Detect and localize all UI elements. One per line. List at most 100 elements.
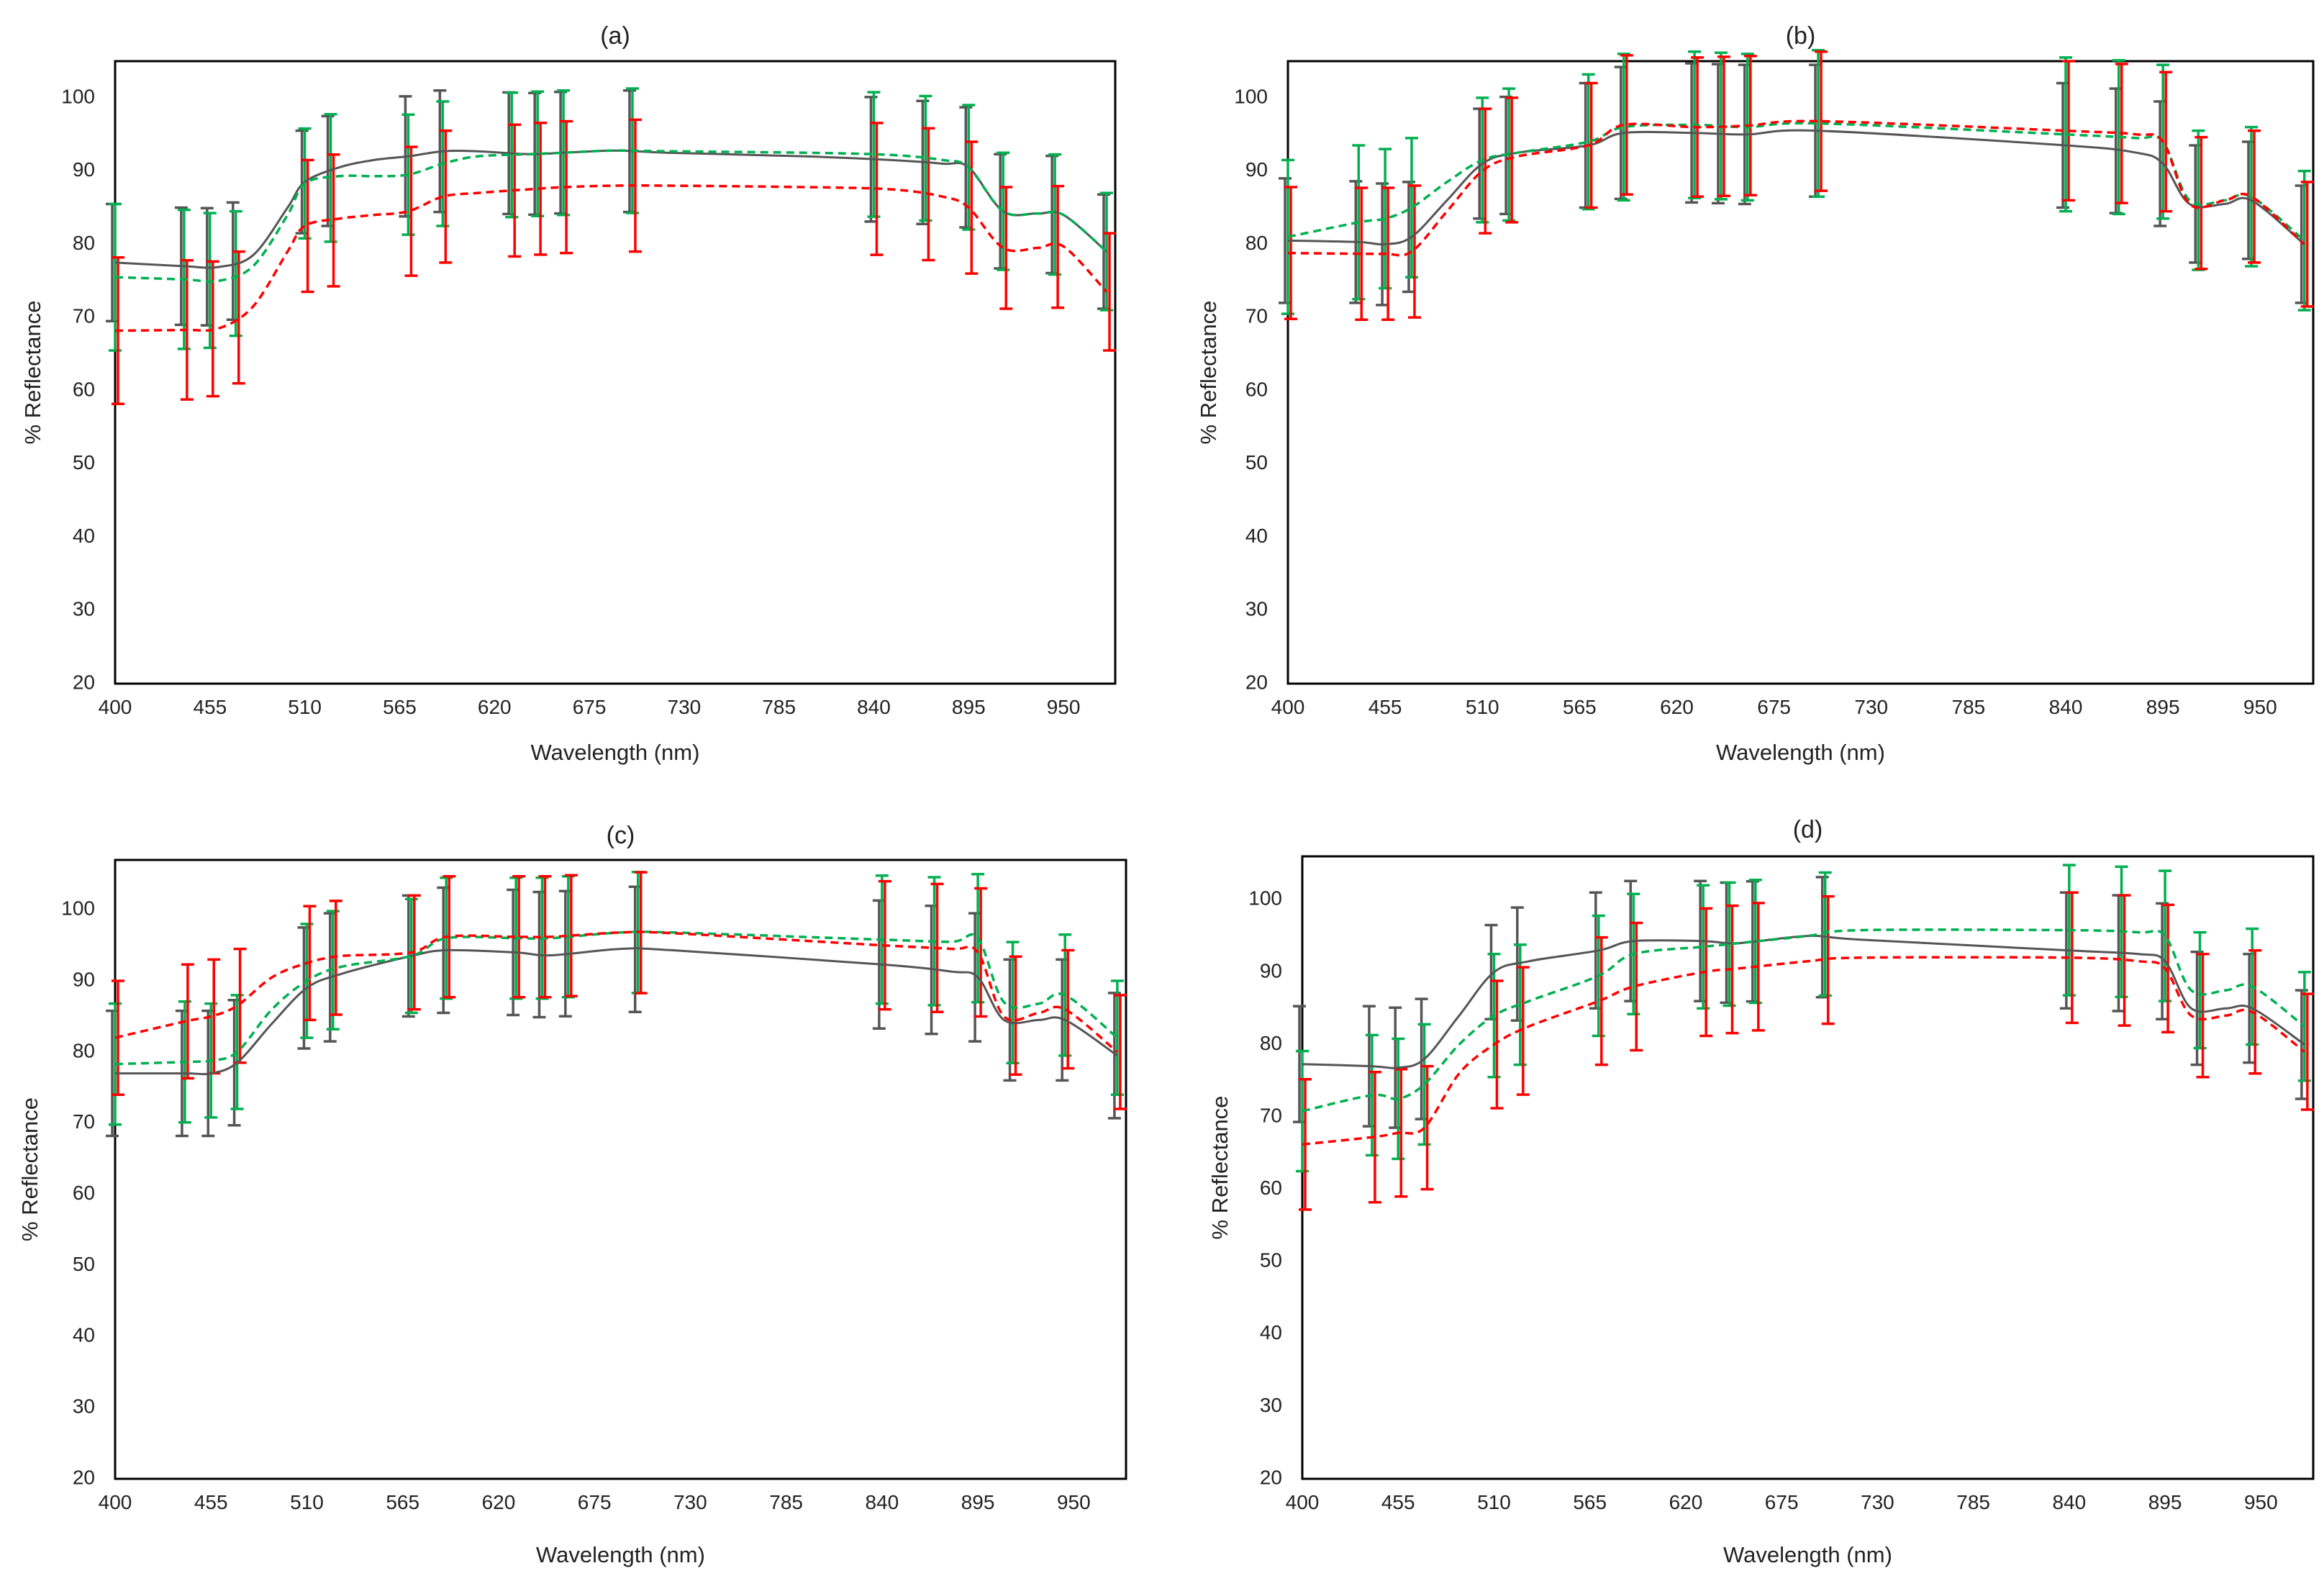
x-tick-label: 510 — [1466, 696, 1499, 718]
x-tick-label: 840 — [2049, 696, 2083, 718]
y-tick-label: 80 — [1245, 232, 1268, 254]
chart-panel-4: (d) 400 455 510 565 620 675 730 785 840 895 950 20 30… — [1207, 816, 2315, 1567]
y-tick-label: 20 — [1245, 671, 1268, 693]
plot-area-frame — [114, 859, 1127, 1480]
y-tick-label: 40 — [73, 1324, 95, 1346]
error-bars-series-1 — [1279, 62, 2308, 307]
y-tick-label: 60 — [73, 1182, 95, 1204]
series-line-series-1 — [115, 947, 1118, 1076]
x-tick-label: 950 — [2244, 1491, 2278, 1513]
series-line-series-3 — [114, 184, 1108, 332]
y-tick-label: 70 — [73, 1110, 95, 1133]
x-tick-label: 785 — [1952, 696, 1986, 718]
y-axis-label: % Reflectance — [17, 1097, 42, 1241]
y-tick-label: 90 — [1260, 959, 1282, 982]
y-axis-label: % Reflectance — [20, 301, 45, 445]
y-tick-label: 80 — [73, 232, 95, 254]
y-tick-label: 90 — [73, 968, 95, 990]
x-tick-label: 510 — [288, 696, 322, 718]
y-tick-label: 50 — [1245, 451, 1268, 474]
x-tick-label: 675 — [578, 1491, 612, 1513]
y-tick-label: 70 — [1260, 1104, 1282, 1126]
panel-title: (d) — [1793, 816, 1823, 843]
x-tick-label: 620 — [478, 696, 512, 718]
y-tick-label: 20 — [73, 1466, 95, 1488]
x-tick-label: 400 — [99, 696, 132, 718]
x-tick-label: 840 — [866, 1491, 899, 1513]
x-tick-label: 675 — [1757, 696, 1791, 718]
series-line-series-3 — [1287, 119, 2305, 257]
x-tick-label: 565 — [1573, 1491, 1607, 1513]
y-tick-label: 40 — [1245, 525, 1268, 547]
series-line-series-2 — [1287, 122, 2305, 242]
series-line-series-3 — [1302, 956, 2305, 1146]
x-tick-label: 565 — [1563, 696, 1597, 718]
y-tick-label: 50 — [1260, 1249, 1282, 1272]
series-line-series-2 — [114, 930, 1119, 1066]
x-axis-label: Wavelength (nm) — [531, 740, 700, 765]
y-tick-label: 30 — [1260, 1394, 1282, 1416]
x-tick-label: 785 — [1956, 1491, 1990, 1513]
x-tick-label: 455 — [1381, 1491, 1415, 1513]
y-tick-label: 30 — [73, 598, 95, 620]
y-tick-label: 30 — [73, 1395, 95, 1418]
y-axis-label: % Reflectance — [1196, 301, 1221, 445]
panel-title: (a) — [600, 22, 630, 50]
x-tick-label: 455 — [1368, 696, 1402, 718]
x-tick-label: 400 — [99, 1491, 132, 1513]
x-tick-label: 895 — [952, 696, 986, 718]
y-tick-label: 60 — [1245, 378, 1268, 400]
y-tick-label: 90 — [73, 158, 95, 181]
x-tick-label: 510 — [290, 1491, 324, 1513]
x-tick-label: 730 — [1861, 1491, 1894, 1513]
y-tick-label: 50 — [73, 1253, 95, 1275]
x-tick-label: 840 — [2053, 1491, 2087, 1513]
series-line-series-2 — [1302, 928, 2305, 1113]
plot-area-frame — [114, 60, 1117, 685]
series-line-series-3 — [114, 930, 1119, 1054]
x-tick-label: 895 — [2148, 1491, 2182, 1513]
x-tick-label: 950 — [2243, 696, 2277, 718]
x-tick-label: 400 — [1286, 1491, 1320, 1513]
y-tick-label: 100 — [1234, 85, 1268, 107]
x-tick-label: 785 — [769, 1491, 803, 1513]
y-tick-label: 50 — [73, 451, 95, 474]
x-tick-label: 950 — [1057, 1491, 1091, 1513]
x-tick-label: 675 — [573, 696, 607, 718]
x-tick-label: 730 — [673, 1491, 707, 1513]
y-tick-label: 60 — [73, 378, 95, 400]
y-tick-label: 40 — [73, 525, 95, 547]
x-tick-label: 620 — [482, 1491, 516, 1513]
y-tick-label: 80 — [1260, 1032, 1282, 1054]
x-tick-label: 400 — [1271, 696, 1305, 718]
series-line-series-2 — [114, 149, 1108, 284]
chart-panel-3: (c) 400 455 510 565 620 675 730 785 840 895 950 20 30… — [17, 822, 1127, 1567]
y-tick-label: 20 — [1260, 1466, 1282, 1488]
x-tick-label: 675 — [1765, 1491, 1799, 1513]
x-tick-label: 455 — [194, 1491, 228, 1513]
x-tick-label: 620 — [1669, 1491, 1703, 1513]
x-tick-label: 730 — [668, 696, 702, 718]
x-tick-label: 785 — [762, 696, 796, 718]
y-tick-label: 70 — [1245, 305, 1268, 327]
chart-panel-1: (a) 400 455 510 565 620 675 730 785 840 895 950 20 30… — [20, 22, 1117, 765]
chart-panel-2: (b) 400 455 510 565 620 675 730 785 840 895 950 20 30… — [1196, 22, 2315, 765]
y-tick-label: 60 — [1260, 1177, 1282, 1199]
y-tick-label: 20 — [73, 671, 95, 693]
x-tick-label: 565 — [383, 696, 417, 718]
y-tick-label: 70 — [73, 305, 95, 327]
y-tick-label: 90 — [1245, 158, 1268, 181]
panel-title: (c) — [607, 822, 635, 849]
x-tick-label: 455 — [193, 696, 227, 718]
error-bars-series-2 — [109, 87, 1114, 352]
x-tick-label: 895 — [2146, 696, 2180, 718]
y-tick-label: 100 — [61, 897, 95, 920]
plot-area-frame — [1286, 60, 2315, 685]
x-tick-label: 620 — [1660, 696, 1694, 718]
x-tick-label: 730 — [1854, 696, 1888, 718]
x-tick-label: 510 — [1477, 1491, 1511, 1513]
y-tick-label: 40 — [1260, 1321, 1282, 1344]
y-tick-label: 30 — [1245, 598, 1268, 620]
